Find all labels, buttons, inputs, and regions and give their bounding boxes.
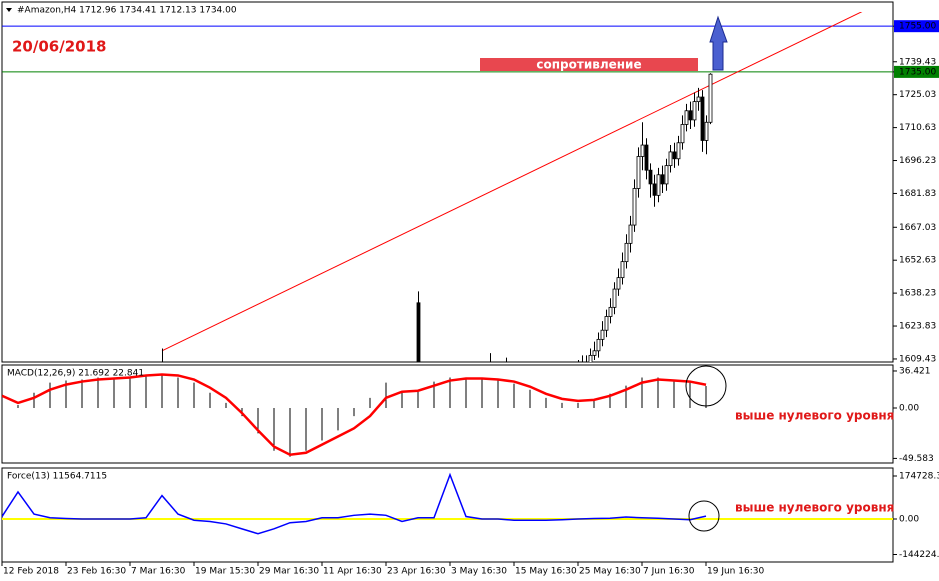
macd-circle <box>685 365 727 407</box>
y-tick-label: 1681.83 <box>899 189 936 199</box>
candle-body <box>652 183 657 196</box>
candle-body <box>624 242 629 263</box>
macd-note: выше нулевого уровня <box>735 409 894 423</box>
y-tick-highlight <box>894 65 939 78</box>
candle-body <box>636 156 641 189</box>
x-tick-label: 19 Mar 15:30 <box>195 567 255 577</box>
trendline <box>617 149 707 362</box>
candle-body <box>700 96 705 141</box>
y-tick-highlight <box>894 20 939 33</box>
candle-body <box>648 169 653 185</box>
candle-body <box>612 288 617 308</box>
candle-body <box>676 142 681 160</box>
x-tick-label: 12 Feb 2018 <box>3 567 59 577</box>
y-tick-label: 1652.63 <box>899 256 936 266</box>
candle-body <box>692 101 697 121</box>
y-tick-label: 1696.23 <box>899 156 936 166</box>
y-tick-label: -49.583 <box>899 454 934 464</box>
y-tick-label: -144224.8 <box>899 550 939 560</box>
panel-title: Force(13) 11564.7115 <box>7 472 107 482</box>
x-tick-label: 25 May 16:30 <box>579 567 641 577</box>
force-plot <box>2 472 893 535</box>
y-tick-label: 1725.03 <box>899 90 936 100</box>
y-tick-label: 0.00 <box>899 404 919 414</box>
force-line <box>2 472 707 535</box>
candle-body <box>416 302 421 362</box>
force-note: выше нулевого уровня <box>735 501 894 515</box>
candle-body <box>688 110 693 121</box>
panel-title: MACD(12,26,9) 21.692 22.841 <box>7 369 144 379</box>
y-tick-label: 174728.3 <box>899 471 939 481</box>
x-tick-label: 15 May 16:30 <box>515 567 577 577</box>
force-frame <box>1 467 894 563</box>
x-tick-label: 19 Jun 16:30 <box>707 567 764 577</box>
candle-body <box>684 110 689 125</box>
resistance-label: сопротивление <box>536 58 641 72</box>
candle-body <box>588 354 593 362</box>
candle-body <box>608 306 613 317</box>
x-tick-label: 7 Mar 16:30 <box>131 567 186 577</box>
y-tick-label: 1739.43 <box>899 57 936 67</box>
menu-arrow <box>6 8 12 12</box>
y-tick-label: 36.421 <box>899 366 931 376</box>
macd-plot <box>2 373 707 457</box>
candle-body <box>596 338 601 352</box>
y-tick-label: 1735.00 <box>899 67 936 77</box>
candle-body <box>592 350 597 356</box>
y-tick-label: 0.00 <box>899 515 919 525</box>
candle-body <box>708 73 713 123</box>
signal-line <box>2 373 707 457</box>
candle-body <box>628 224 633 244</box>
candle-body <box>616 277 621 290</box>
candle-body <box>604 316 609 331</box>
resistance-box <box>480 58 698 71</box>
y-tick-label: 1609.43 <box>899 354 936 364</box>
candle-body <box>620 261 625 279</box>
price-frame <box>1 1 894 363</box>
up-arrow <box>709 15 728 71</box>
x-tick-label: 11 Apr 16:30 <box>323 567 382 577</box>
candle-body <box>600 329 605 340</box>
candle-body <box>644 144 649 171</box>
y-tick-label: 1623.83 <box>899 322 936 332</box>
candle-body <box>640 144 645 157</box>
header: #Amazon,H4 1712.96 1734.41 1712.13 1734.… <box>17 6 237 16</box>
candle-body <box>704 121 709 141</box>
x-tick-label: 23 Feb 16:30 <box>67 567 126 577</box>
x-tick-label: 7 Jun 16:30 <box>643 567 695 577</box>
candle-body <box>668 151 673 167</box>
candle-body <box>632 188 637 226</box>
y-tick-label: 1667.03 <box>899 223 936 233</box>
price-plot <box>2 12 893 362</box>
x-tick-label: 29 Mar 16:30 <box>259 567 319 577</box>
x-tick-label: 23 Apr 16:30 <box>387 567 446 577</box>
candle-body <box>696 96 701 103</box>
y-tick-label: 1638.23 <box>899 289 936 299</box>
candle-body <box>672 151 677 160</box>
trendline <box>161 12 863 352</box>
macd-frame <box>1 364 894 464</box>
y-tick-label: 1755.00 <box>899 22 936 32</box>
y-tick-label: 1710.63 <box>899 123 936 133</box>
candle-body <box>680 124 685 144</box>
candle-body <box>660 174 665 185</box>
x-tick-label: 3 May 16:30 <box>451 567 507 577</box>
candle-body <box>656 174 661 196</box>
candle-body <box>664 165 669 185</box>
force-circle <box>688 500 720 532</box>
date-label: 20/06/2018 <box>12 38 106 56</box>
